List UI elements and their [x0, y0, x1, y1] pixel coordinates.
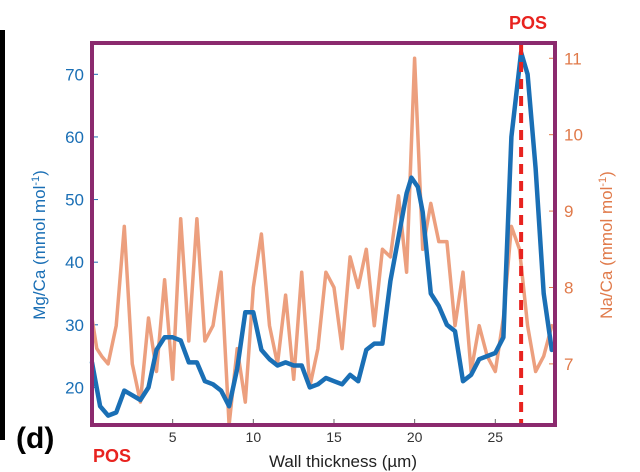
na-ca-series-line	[90, 56, 554, 427]
y-left-tick-label: 60	[65, 128, 84, 147]
y-right-tick-label: 7	[564, 355, 573, 374]
y-right-label-main: Na/Ca (mmol mol	[597, 187, 616, 319]
y-left-tick-label: 40	[65, 253, 84, 272]
x-tick-label: 15	[326, 429, 342, 445]
y-left-tick-label: 30	[65, 316, 84, 335]
x-tick-label: 10	[246, 429, 262, 445]
plot-frame	[90, 41, 557, 427]
y-right-tick-label: 9	[564, 202, 573, 221]
mg-ca-series-line	[89, 50, 555, 418]
y-left-tick-label: 50	[65, 191, 84, 210]
y-left-label-end: )	[30, 170, 49, 176]
y-right-tick-label: 8	[564, 278, 573, 297]
x-tick-label: 5	[169, 429, 177, 445]
x-tick-label: 20	[407, 429, 423, 445]
y-axis-right-label: Na/Ca (mmol mol-1)	[597, 171, 616, 319]
y-right-label-sup: -1	[597, 177, 609, 187]
y-axis-left-label: Mg/Ca (mmol mol-1)	[30, 170, 49, 320]
pos-label-bottom: POS	[93, 446, 131, 466]
y-right-tick-label: 10	[564, 126, 583, 145]
y-left-label-sup: -1	[30, 176, 42, 186]
panel-label: (d)	[16, 422, 54, 455]
series-layer	[89, 50, 555, 427]
x-tick-label: 25	[488, 429, 504, 445]
x-axis-label: Wall thickness (µm)	[269, 452, 417, 471]
y-left-tick-label: 20	[65, 378, 84, 397]
left-edge-bar	[0, 30, 5, 440]
y-right-label-end: )	[597, 171, 616, 177]
pos-label-top: POS	[509, 13, 547, 33]
y-right-tick-label: 11	[564, 49, 582, 68]
y-left-label-main: Mg/Ca (mmol mol	[30, 186, 49, 320]
y-left-tick-label: 70	[65, 65, 84, 84]
